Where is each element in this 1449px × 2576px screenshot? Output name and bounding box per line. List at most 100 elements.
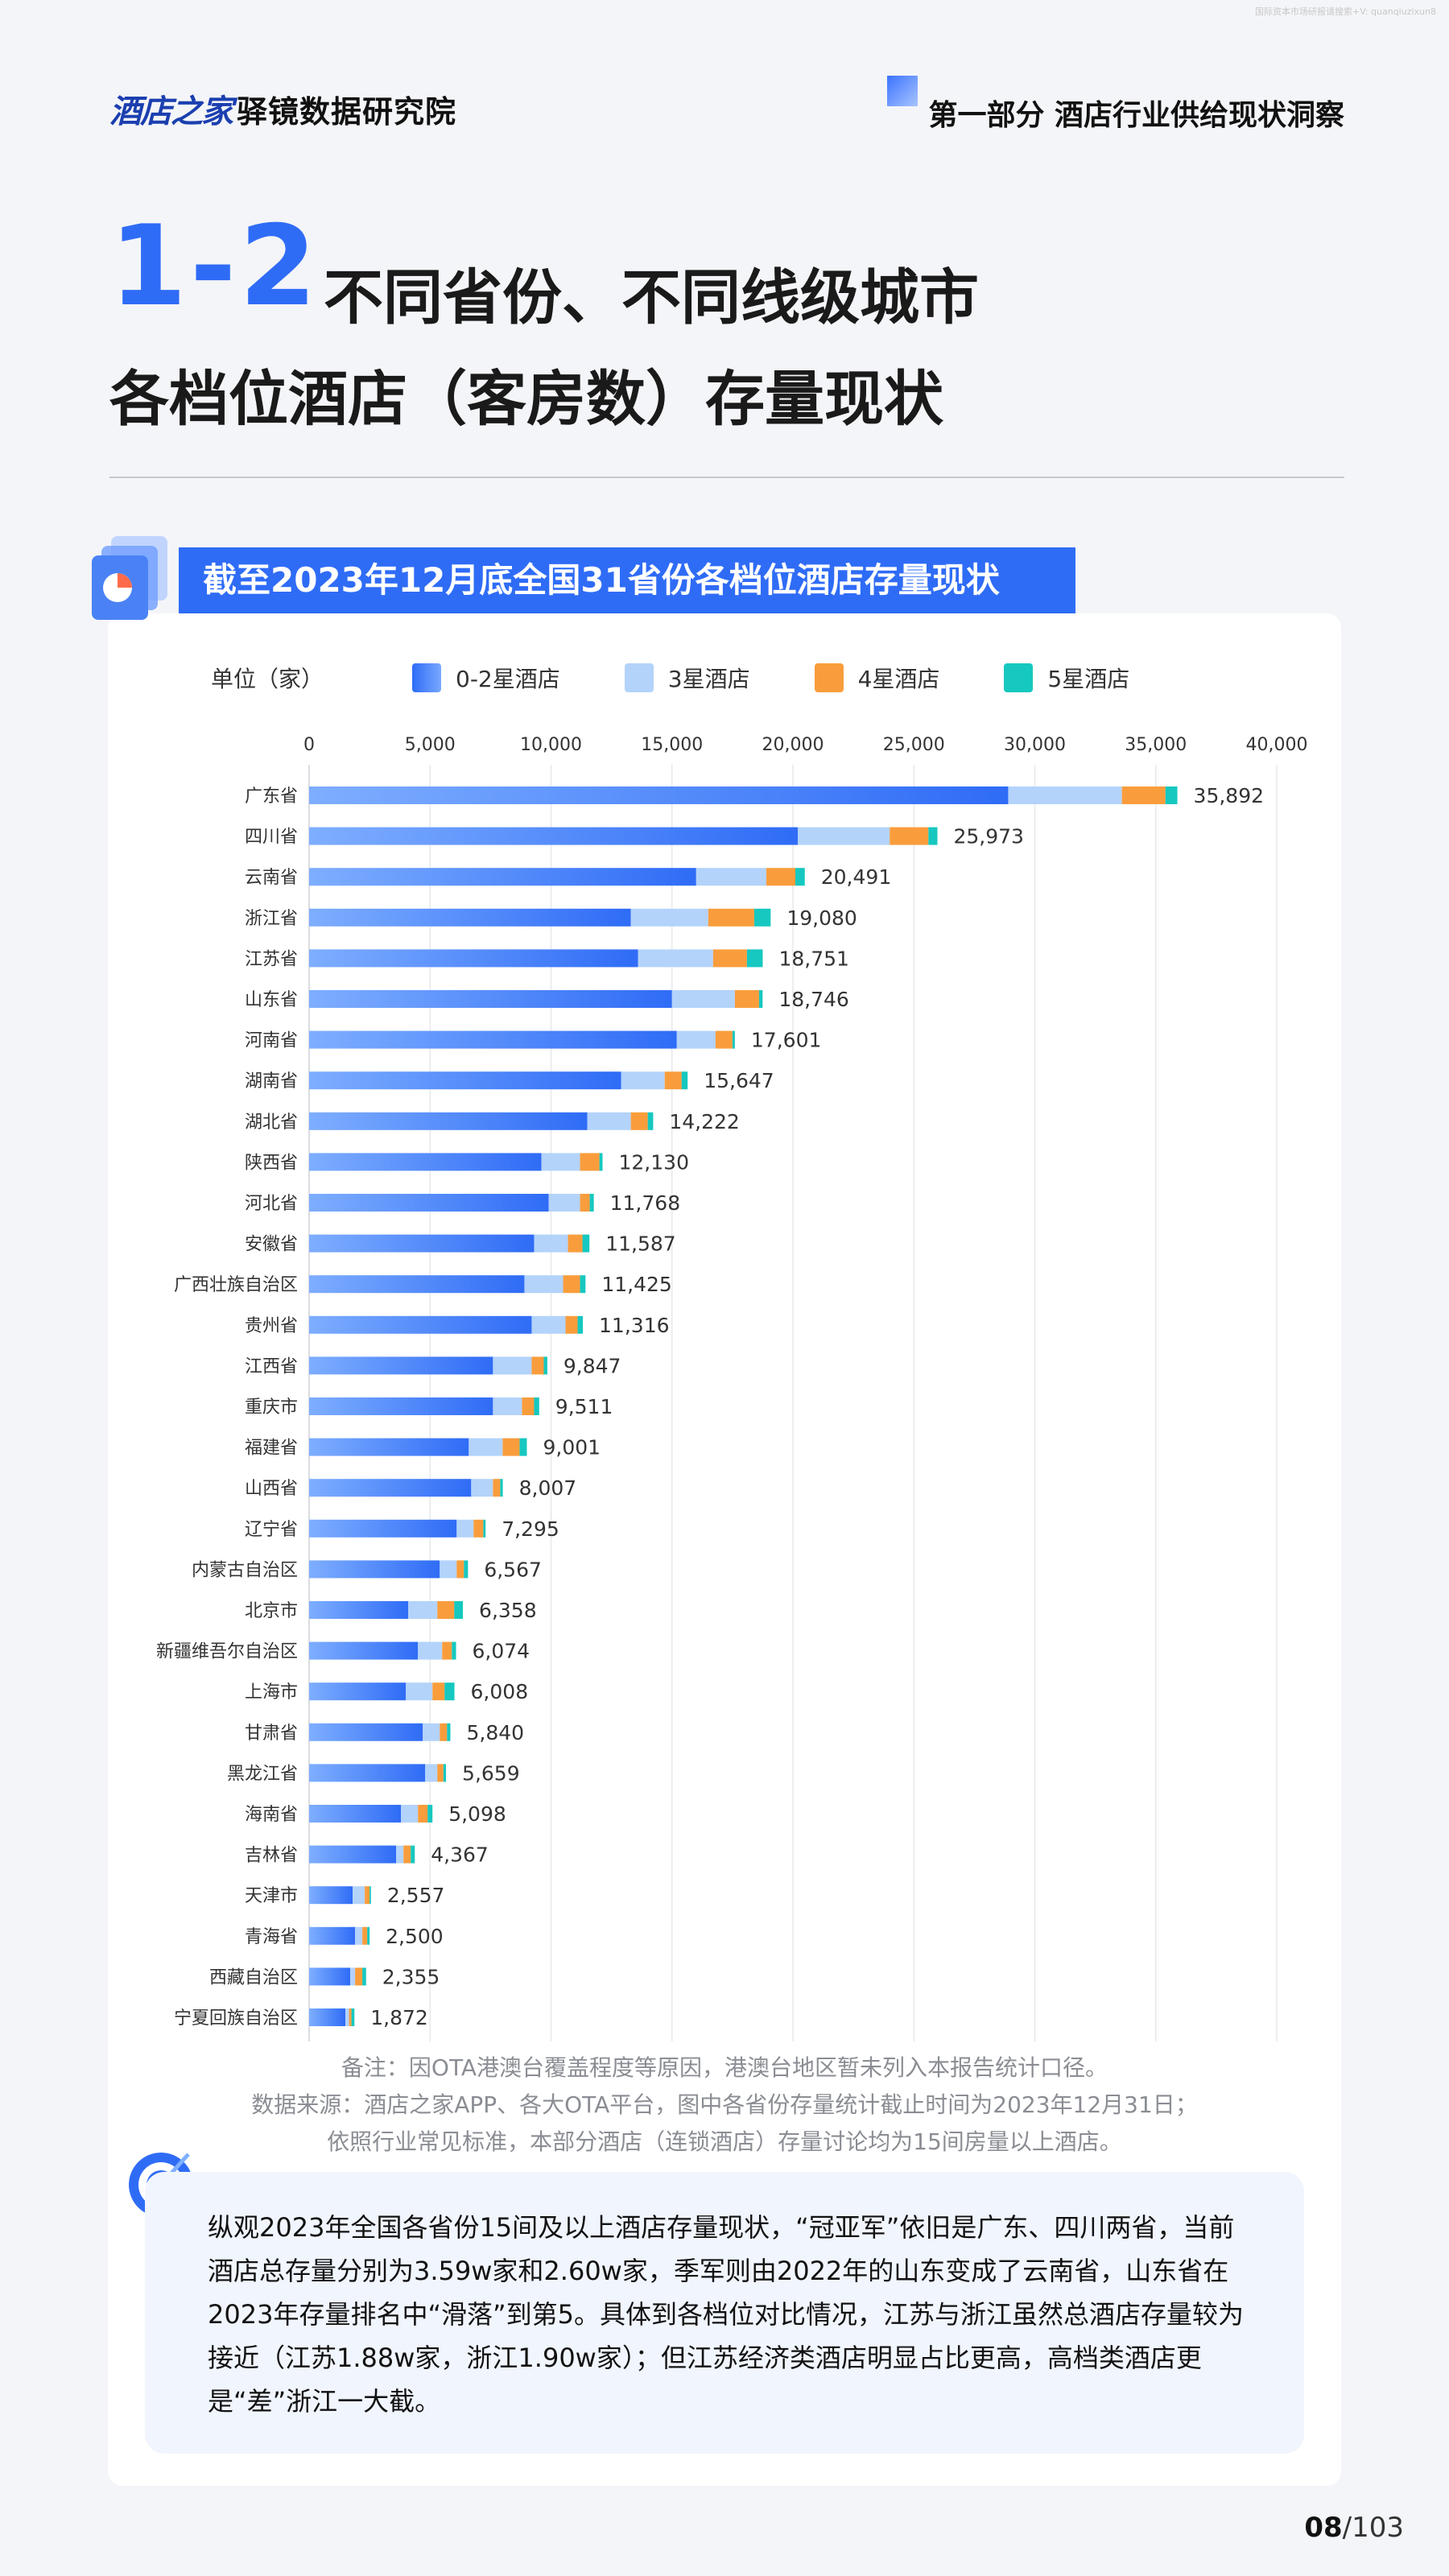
bar-segment: [469, 1438, 503, 1456]
total-value-label: 6,008: [471, 1680, 529, 1703]
total-value-label: 18,746: [778, 988, 848, 1011]
page-title-line1: 不同省份、不同线级城市: [324, 263, 979, 332]
institute-name: 驿镜数据研究院: [237, 93, 457, 130]
total-value-label: 2,500: [386, 1925, 444, 1948]
bar-segment: [309, 1315, 532, 1334]
category-label: 浙江省: [245, 909, 298, 929]
total-value-label: 11,316: [599, 1314, 669, 1337]
chart-banner: 截至2023年12月底全国31省份各档位酒店存量现状: [179, 547, 1075, 613]
bar-segment: [473, 1519, 484, 1538]
total-value-label: 5,098: [448, 1802, 506, 1826]
total-value-label: 9,511: [555, 1395, 613, 1418]
watermark: 国际资本市场研报请搜索+V: quanqiuzixun8: [1254, 6, 1436, 17]
bar-segment: [647, 1112, 654, 1130]
bar-segment: [365, 1886, 370, 1905]
legend-label: 4星酒店: [857, 666, 940, 692]
category-label: 广西壮族自治区: [174, 1275, 298, 1295]
bar-segment: [732, 1030, 735, 1049]
bar-segment: [442, 1641, 452, 1660]
bar-segment: [309, 1764, 426, 1782]
bar-segment: [345, 2008, 349, 2026]
bar-segment: [798, 827, 890, 845]
bar-segment: [758, 990, 763, 1008]
bar-segment: [309, 2008, 346, 2026]
category-label: 内蒙古自治区: [192, 1560, 298, 1580]
bar-segment: [599, 1153, 603, 1171]
chart-report-icon: [92, 536, 167, 620]
x-tick-label: 10,000: [520, 735, 582, 755]
note-standard: 依照行业常见标准，本部分酒店（连锁酒店）存量讨论均为15间房量以上酒店。: [327, 2128, 1122, 2155]
bar-segment: [531, 1356, 544, 1375]
bar-segment: [440, 1723, 448, 1741]
total-value-label: 1,872: [370, 2006, 428, 2029]
category-label: 北京市: [245, 1601, 298, 1621]
legend-item-4-star: 4星酒店: [814, 662, 940, 694]
unit-label: 单位（家）: [211, 666, 324, 692]
bar-segment: [309, 1234, 535, 1253]
bar-segment: [309, 1479, 472, 1497]
bar-segment: [309, 1601, 409, 1619]
bar-segment: [440, 1560, 457, 1579]
total-value-label: 11,768: [610, 1191, 680, 1215]
bar-segment: [309, 1926, 356, 1945]
bar-segment: [531, 1315, 566, 1334]
x-tick-label: 20,000: [762, 735, 824, 755]
bar-segment: [746, 949, 763, 968]
bar-segment: [500, 1479, 503, 1497]
bar-segment: [309, 827, 799, 845]
bar-segment: [565, 1315, 578, 1334]
total-value-label: 15,647: [704, 1069, 774, 1092]
bar-segment: [408, 1601, 438, 1619]
total-value-label: 11,587: [605, 1232, 675, 1256]
total-value-label: 9,001: [543, 1436, 601, 1459]
bar-segment: [418, 1805, 428, 1823]
bar-segment: [928, 827, 938, 845]
bar-segment: [1121, 786, 1166, 804]
category-label: 青海省: [245, 1927, 298, 1947]
bar-segment: [519, 1438, 527, 1456]
bar-segment: [309, 990, 672, 1008]
brand-name: 酒店之家: [109, 93, 233, 130]
bar-segment: [589, 1194, 594, 1212]
bar-segment: [350, 1967, 356, 1986]
summary-text: 纵观2023年全国各省份15间及以上酒店存量现状，“冠亚军”依旧是广东、四川两省…: [145, 2172, 1304, 2454]
bar-segment: [309, 868, 696, 886]
bar-segment: [795, 868, 805, 886]
bar-segment: [580, 1194, 590, 1212]
bar-segment: [548, 1194, 580, 1212]
bar-segment: [541, 1153, 580, 1171]
bar-segment: [309, 1194, 549, 1212]
bar-segment: [630, 908, 708, 927]
total-value-label: 9,847: [564, 1354, 621, 1377]
x-tick-label: 5,000: [405, 735, 456, 755]
bar-segment: [580, 1275, 586, 1294]
bar-segment: [396, 1845, 404, 1864]
category-label: 云南省: [245, 868, 298, 888]
bar-segment: [444, 1682, 455, 1701]
bar-segment: [766, 868, 796, 886]
bar-segment: [362, 1967, 366, 1986]
bar-segment: [309, 1682, 407, 1701]
category-label: 江苏省: [245, 949, 298, 969]
total-value-label: 17,601: [751, 1029, 821, 1052]
category-label: 上海市: [245, 1682, 298, 1703]
x-tick-label: 15,000: [641, 735, 703, 755]
bar-segment: [534, 1397, 539, 1415]
page-current: 08: [1304, 2512, 1343, 2544]
total-value-label: 5,840: [466, 1721, 524, 1744]
bar-segment: [630, 1112, 648, 1130]
category-label: 河北省: [245, 1194, 298, 1214]
category-label: 山西省: [245, 1479, 298, 1499]
page-header: 酒店之家 驿镜数据研究院 第一部分 酒店行业供给现状洞察: [109, 76, 1344, 132]
page-title-line2: 各档位酒店（客房数）存量现状: [109, 365, 943, 434]
total-value-label: 14,222: [669, 1110, 739, 1133]
category-label: 海南省: [245, 1805, 298, 1825]
bar-segment: [568, 1234, 583, 1253]
category-label: 甘肃省: [245, 1724, 298, 1744]
total-value-label: 2,557: [387, 1884, 445, 1907]
category-label: 湖北省: [245, 1113, 298, 1133]
bar-segment: [580, 1153, 600, 1171]
title-number: 1-2: [109, 201, 320, 331]
bar-segment: [309, 1275, 525, 1294]
total-value-label: 7,295: [502, 1517, 559, 1541]
